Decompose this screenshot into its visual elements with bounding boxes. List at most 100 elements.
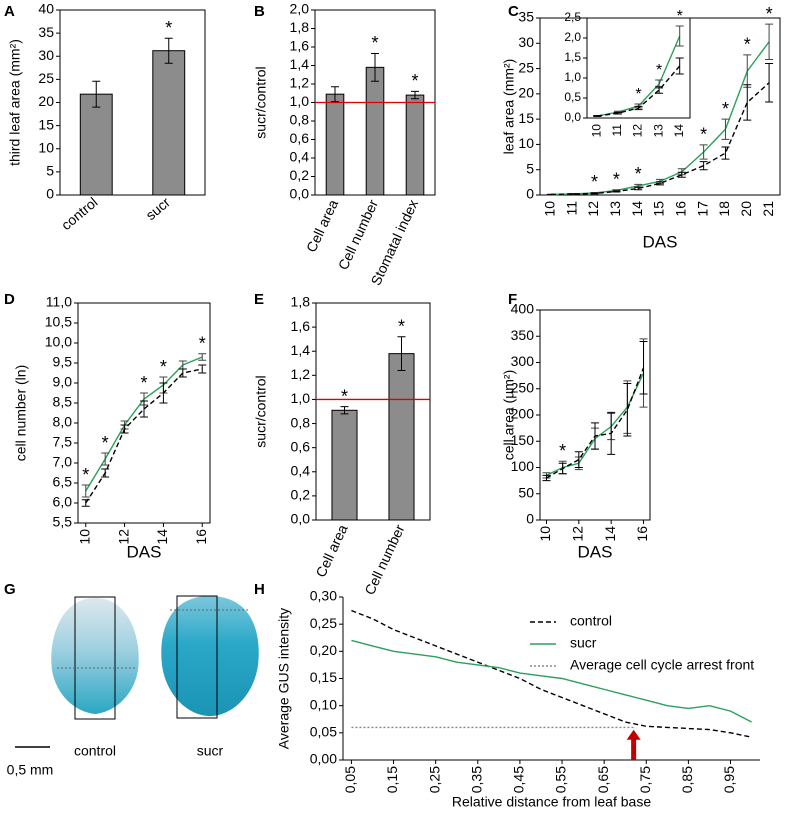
panel-g: G control sucr 0,5 mm — [4, 581, 259, 778]
y-tick-label: 0,15 — [310, 669, 337, 685]
x-tick-label: 0,65 — [595, 766, 611, 793]
plot-frame — [77, 302, 211, 524]
x-tick-label: 14 — [154, 529, 170, 545]
x-axis-label: DAS — [127, 542, 162, 561]
panel-letter: D — [4, 291, 15, 308]
y-tick-label: 5 — [46, 163, 54, 179]
plot-frame — [539, 309, 651, 521]
error-bar — [558, 462, 567, 475]
error-bar — [721, 146, 730, 160]
x-axis-label: DAS — [643, 232, 678, 251]
y-tick-label: 0,2 — [291, 487, 311, 503]
error-bar — [593, 115, 602, 117]
error-bar — [721, 118, 730, 140]
y-tick-label: 1,2 — [291, 366, 311, 382]
significance-star: * — [700, 125, 707, 145]
x-tick-label: 12 — [570, 526, 586, 542]
y-tick-label: 0,0 — [290, 186, 310, 202]
y-tick-label: 35 — [38, 24, 54, 40]
y-axis-label: leaf area (mm²) — [501, 59, 517, 155]
legend-label: Average cell cycle arrest front — [570, 657, 754, 673]
error-bar — [607, 411, 616, 455]
y-tick-label: 11,0 — [46, 294, 72, 310]
y-tick-label: 1,0 — [290, 93, 310, 109]
y-axis-label: Average GUS intensity — [276, 608, 292, 749]
y-tick-label: 50 — [518, 484, 534, 500]
error-bar — [675, 57, 684, 75]
y-tick-label: 0,8 — [291, 414, 311, 430]
x-tick-label: 18 — [716, 201, 732, 217]
y-tick-label: 0,20 — [310, 642, 337, 658]
y-axis-label: sucr/control — [253, 375, 269, 447]
leaf-control — [51, 598, 139, 714]
error-bar — [656, 181, 664, 186]
error-bar — [397, 336, 406, 372]
bar — [152, 50, 186, 196]
x-tick-label: 15 — [651, 201, 667, 217]
y-tick-label: 0,05 — [310, 724, 337, 740]
y-tick-label: 8,0 — [53, 414, 73, 430]
panel-letter: B — [254, 3, 265, 20]
significance-star: * — [656, 62, 662, 79]
y-tick-label: 1,0 — [564, 70, 581, 84]
error-bar — [590, 192, 599, 195]
y-tick-label: 5,5 — [53, 514, 73, 530]
y-tick-label: 1,8 — [291, 294, 311, 310]
x-tick-label: 13 — [607, 201, 623, 217]
roi-box — [74, 596, 116, 720]
y-tick-label: 5 — [526, 160, 534, 176]
x-tick-label: 13 — [651, 124, 665, 138]
series-line — [351, 609, 752, 738]
y-tick-label: 0,0 — [291, 511, 311, 527]
error-bar — [542, 474, 551, 482]
bar — [365, 66, 385, 196]
y-tick-label: 10 — [38, 139, 54, 155]
significance-star: * — [677, 8, 683, 25]
x-tick-label: 16 — [193, 529, 209, 545]
y-tick-label: 10,0 — [45, 334, 72, 350]
y-axis-label: cell area (µm²) — [501, 370, 517, 461]
error-bar — [159, 382, 168, 404]
y-tick-label: 2,5 — [564, 10, 581, 24]
y-tick-label: 6,5 — [53, 474, 73, 490]
error-bar — [178, 368, 187, 378]
x-tick-label: 16 — [634, 526, 650, 542]
x-tick-label: 10 — [589, 124, 603, 138]
y-tick-label: 35 — [518, 9, 534, 25]
y-tick-label: 0,4 — [291, 462, 311, 478]
arrow — [626, 729, 641, 760]
error-bar — [411, 90, 419, 100]
y-tick-label: 0,10 — [310, 696, 337, 712]
x-tick-label: 21 — [760, 201, 776, 217]
y-tick-label: 1,5 — [564, 50, 581, 64]
y-tick-label: 8,5 — [53, 394, 73, 410]
y-tick-label: 150 — [511, 432, 535, 448]
bar — [388, 353, 415, 521]
significance-star: * — [722, 99, 729, 119]
error-bar — [677, 171, 686, 178]
error-bar — [92, 80, 101, 108]
significance-star: * — [82, 465, 89, 485]
series-line — [351, 639, 752, 723]
x-tick-label: 0,15 — [384, 766, 400, 793]
y-tick-label: 9,0 — [53, 374, 73, 390]
y-axis-label: cell number (ln) — [13, 365, 29, 461]
y-tick-label: 0,2 — [290, 167, 310, 183]
significance-star: * — [635, 164, 642, 184]
error-bar — [612, 190, 621, 193]
y-tick-label: 2,0 — [290, 1, 310, 17]
y-tick-label: 0,6 — [291, 438, 311, 454]
y-tick-label: 0,0 — [564, 110, 581, 124]
y-tick-label: 400 — [511, 301, 535, 317]
y-tick-label: 2,0 — [564, 30, 581, 44]
bar — [405, 94, 425, 196]
y-tick-label: 0,00 — [310, 751, 337, 767]
y-tick-label: 30 — [518, 34, 534, 50]
x-tick-label: 0,35 — [468, 766, 484, 793]
plot-frame — [315, 302, 431, 521]
y-tick-label: 9,5 — [53, 354, 73, 370]
error-bar — [371, 52, 379, 82]
error-bar — [101, 452, 110, 466]
error-bar — [120, 424, 129, 434]
